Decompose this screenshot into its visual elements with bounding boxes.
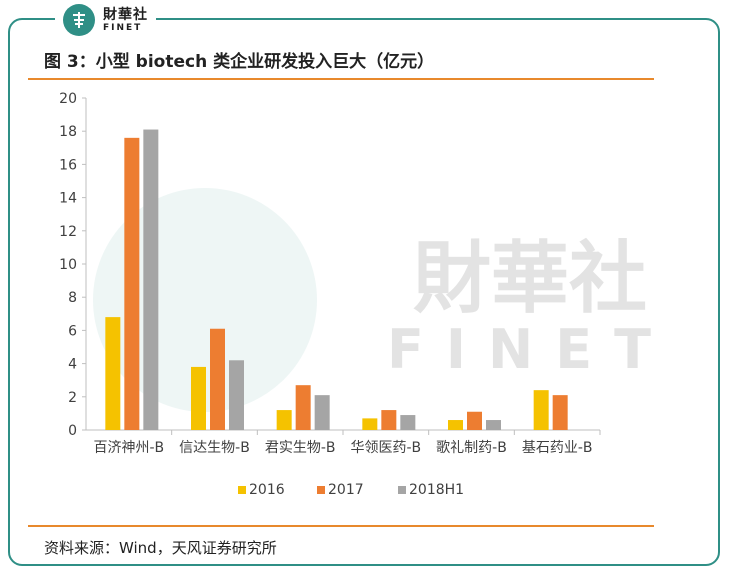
y-tick-label: 8 xyxy=(68,290,77,306)
y-tick-label: 6 xyxy=(68,323,77,339)
legend-label: 2016 xyxy=(249,482,285,498)
legend-label: 2017 xyxy=(328,482,364,498)
watermark-text-cn: 財華社 xyxy=(413,234,647,324)
bar xyxy=(124,137,140,430)
watermark-text-en: FINET xyxy=(387,318,673,381)
y-tick-label: 16 xyxy=(59,157,77,173)
legend-label: 2018H1 xyxy=(409,482,464,498)
bar xyxy=(210,328,225,430)
y-tick-label: 20 xyxy=(59,91,77,107)
title-divider xyxy=(28,78,654,80)
bar xyxy=(314,395,330,430)
bar xyxy=(400,415,416,430)
bar xyxy=(229,360,244,430)
bar xyxy=(191,366,206,430)
y-tick-label: 14 xyxy=(59,191,77,207)
footer-divider xyxy=(28,525,654,527)
legend-swatch xyxy=(398,486,406,494)
bar xyxy=(381,410,397,430)
bar xyxy=(533,390,549,430)
bar xyxy=(276,410,292,430)
y-tick-label: 4 xyxy=(68,357,77,373)
brand-name-cn: 財華社 xyxy=(103,6,148,23)
y-tick-label: 10 xyxy=(59,257,77,273)
legend-swatch xyxy=(238,486,246,494)
x-tick-label: 百济神州-B xyxy=(94,440,165,456)
brand-logo-text: 財華社 FINET xyxy=(103,8,148,33)
legend-swatch xyxy=(317,486,325,494)
y-tick-label: 12 xyxy=(59,224,77,240)
bar xyxy=(448,420,463,430)
bar xyxy=(143,129,159,431)
bar xyxy=(486,420,501,430)
bar xyxy=(362,418,378,430)
y-tick-label: 18 xyxy=(59,124,77,140)
source-note: 资料来源：Wind，天风证券研究所 xyxy=(44,539,277,557)
x-tick-label: 华领医药-B xyxy=(351,440,422,456)
seal-glyph-icon xyxy=(73,12,85,28)
brand-header: 財華社 FINET xyxy=(55,2,156,38)
x-tick-label: 歌礼制药-B xyxy=(436,440,507,456)
chart-title: 图 3：小型 biotech 类企业研发投入巨大（亿元） xyxy=(44,52,435,72)
x-tick-label: 信达生物-B xyxy=(179,440,250,456)
bar xyxy=(105,317,121,430)
x-tick-label: 基石药业-B xyxy=(522,439,593,456)
brand-seal-icon xyxy=(63,4,95,36)
y-tick-label: 2 xyxy=(68,390,77,406)
bar xyxy=(552,395,568,430)
x-tick-label: 君实生物-B xyxy=(265,440,336,456)
y-tick-label: 0 xyxy=(68,423,77,439)
brand-name-en: FINET xyxy=(103,22,143,33)
bar xyxy=(295,385,311,430)
bar xyxy=(467,411,482,430)
